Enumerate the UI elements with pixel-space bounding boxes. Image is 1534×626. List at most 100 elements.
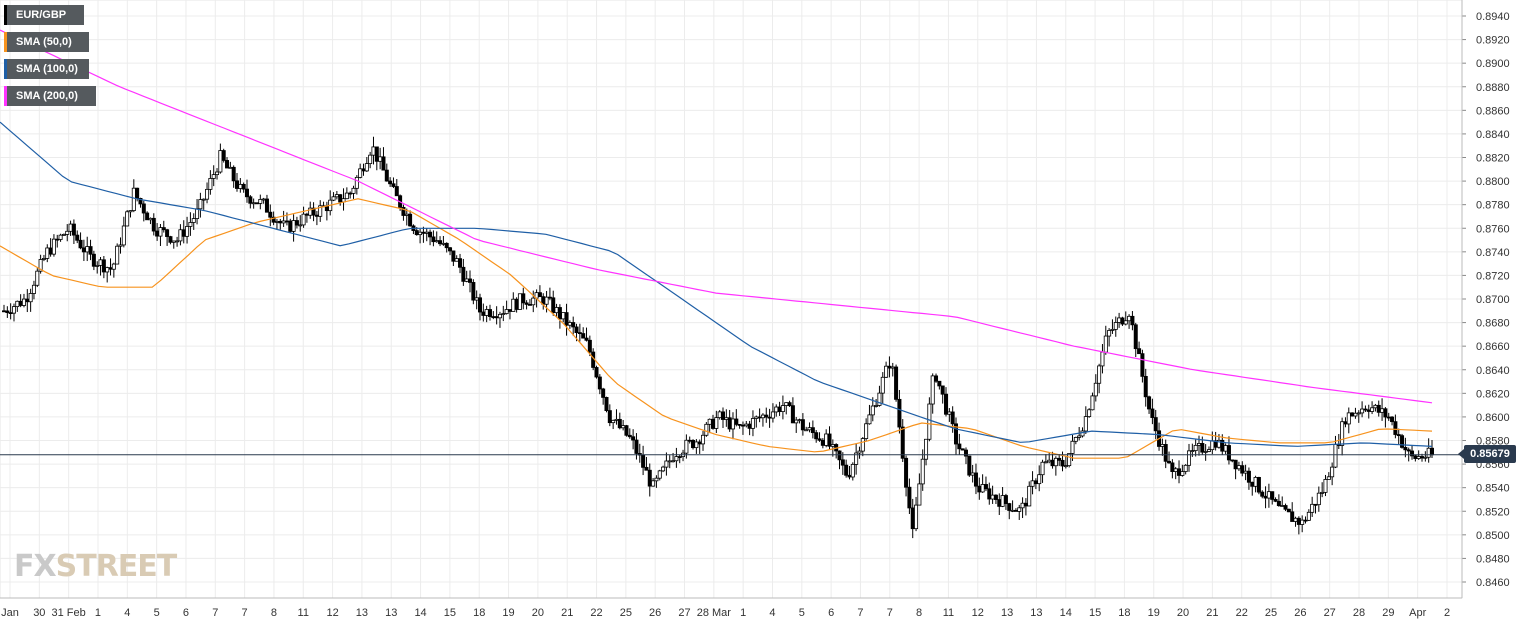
candle-body bbox=[877, 392, 882, 406]
candle-body bbox=[111, 263, 116, 270]
candle-body bbox=[1223, 445, 1228, 452]
candle-body bbox=[687, 439, 692, 442]
candle-body bbox=[1047, 459, 1052, 463]
x-tick-label: 8 bbox=[916, 607, 922, 619]
candle-body bbox=[867, 414, 872, 425]
candle-body bbox=[441, 242, 446, 245]
candle-body bbox=[714, 417, 719, 429]
legend-sma-50[interactable]: SMA (50,0) bbox=[4, 32, 89, 52]
candle-body bbox=[61, 233, 66, 236]
candle-body bbox=[468, 278, 473, 283]
candle-body bbox=[304, 213, 309, 216]
candle-body bbox=[684, 439, 689, 454]
candle-body bbox=[874, 405, 879, 407]
candle-body bbox=[864, 423, 869, 439]
candle-body bbox=[854, 452, 859, 465]
candle-body bbox=[1143, 375, 1148, 398]
candle-body bbox=[947, 411, 952, 415]
candle-body bbox=[750, 418, 755, 429]
x-tick-label: 11 bbox=[298, 607, 309, 619]
candle-body bbox=[235, 180, 240, 189]
candle-body bbox=[251, 202, 256, 205]
candle-body bbox=[1123, 320, 1128, 325]
candle-body bbox=[970, 472, 975, 476]
candle-body bbox=[1306, 511, 1311, 521]
candle-body bbox=[298, 224, 303, 227]
candle-body bbox=[48, 247, 53, 255]
candle-body bbox=[924, 438, 929, 460]
y-tick-label: 0.8500 bbox=[1476, 530, 1510, 542]
candle-body bbox=[101, 259, 106, 273]
candle-body bbox=[258, 199, 263, 204]
legend-sma-100[interactable]: SMA (100,0) bbox=[4, 59, 89, 79]
candle-body bbox=[797, 419, 802, 422]
candle-body bbox=[757, 416, 762, 419]
candle-body bbox=[930, 375, 935, 405]
candle-body bbox=[471, 282, 476, 301]
candle-body bbox=[980, 484, 985, 493]
candle-body bbox=[664, 460, 669, 468]
candle-body bbox=[807, 427, 812, 431]
candle-body bbox=[954, 423, 959, 445]
candle-body bbox=[1366, 409, 1371, 412]
candle-body bbox=[1383, 408, 1388, 418]
candle-body bbox=[1206, 449, 1211, 452]
x-tick-label: 30 bbox=[33, 607, 45, 619]
candle-body bbox=[627, 434, 632, 438]
candle-body bbox=[1030, 480, 1035, 487]
candle-body bbox=[1386, 416, 1391, 419]
x-tick-label: 4 bbox=[769, 607, 775, 619]
candle-body bbox=[115, 245, 120, 265]
x-tick-label: 7 bbox=[212, 607, 218, 619]
candle-body bbox=[950, 411, 955, 425]
candle-body bbox=[481, 311, 486, 316]
candle-body bbox=[784, 402, 789, 406]
x-tick-label: 12 bbox=[972, 607, 984, 619]
candle-body bbox=[800, 419, 805, 431]
candle-body bbox=[517, 293, 522, 310]
candle-body bbox=[870, 405, 875, 416]
candle-body bbox=[944, 393, 949, 415]
candle-body bbox=[1087, 409, 1092, 417]
candle-body bbox=[381, 156, 386, 171]
candle-body bbox=[428, 231, 433, 238]
candle-body bbox=[824, 433, 829, 446]
candle-body bbox=[1187, 450, 1192, 466]
candle-body bbox=[1023, 502, 1028, 507]
candle-body bbox=[737, 423, 742, 426]
candle-body bbox=[68, 223, 73, 232]
candle-body bbox=[261, 198, 266, 201]
candle-body bbox=[175, 240, 180, 243]
candle-body bbox=[128, 210, 133, 213]
candle-body bbox=[138, 198, 143, 205]
candle-body bbox=[794, 419, 799, 424]
candle-body bbox=[494, 316, 499, 319]
candle-body bbox=[574, 326, 579, 333]
x-tick-label: 27 bbox=[678, 607, 690, 619]
candle-body bbox=[1013, 509, 1018, 512]
legend-eurgbp[interactable]: EUR/GBP bbox=[4, 5, 84, 25]
candle-body bbox=[1130, 315, 1135, 326]
candle-body bbox=[1040, 461, 1045, 476]
y-tick-label: 0.8720 bbox=[1476, 270, 1510, 282]
candle-body bbox=[1340, 421, 1345, 446]
candle-body bbox=[1300, 519, 1305, 525]
candle-body bbox=[181, 229, 186, 237]
candle-body bbox=[1400, 435, 1405, 448]
candle-body bbox=[21, 298, 26, 306]
candle-body bbox=[225, 160, 230, 169]
candle-body bbox=[1243, 470, 1248, 474]
candle-body bbox=[344, 192, 349, 200]
candle-body bbox=[740, 424, 745, 427]
candle-body bbox=[691, 439, 696, 449]
candle-body bbox=[1316, 492, 1321, 506]
candle-body bbox=[1180, 471, 1185, 476]
candle-body bbox=[527, 303, 532, 306]
candle-body bbox=[1073, 437, 1078, 442]
candle-body bbox=[211, 174, 216, 179]
candle-body bbox=[148, 217, 153, 221]
legend-sma-200[interactable]: SMA (200,0) bbox=[4, 86, 96, 106]
candle-body bbox=[351, 187, 356, 194]
candle-body bbox=[1050, 459, 1055, 467]
candle-body bbox=[973, 472, 978, 487]
